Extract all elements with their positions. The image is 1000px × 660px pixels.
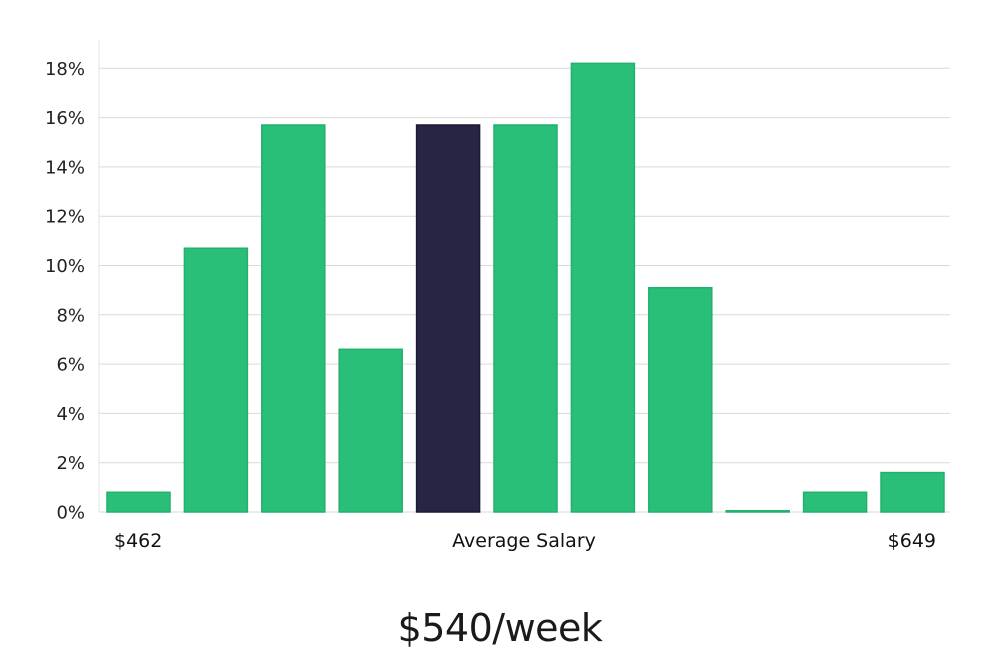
y-tick-label: 16% bbox=[45, 108, 85, 129]
bar bbox=[802, 491, 868, 513]
bar bbox=[338, 348, 403, 513]
y-tick-label: 18% bbox=[45, 59, 85, 80]
bar bbox=[648, 286, 713, 513]
y-tick-label: 8% bbox=[56, 305, 85, 326]
y-tick-label: 14% bbox=[45, 157, 85, 178]
bar bbox=[880, 471, 945, 513]
bar bbox=[106, 491, 171, 513]
y-tick-label: 10% bbox=[45, 256, 85, 277]
y-tick-label: 4% bbox=[56, 404, 85, 425]
y-tick-label: 0% bbox=[56, 503, 85, 524]
x-label-average: Average Salary bbox=[452, 530, 596, 552]
bar bbox=[183, 247, 249, 513]
y-axis-ticks: 0% 2% 4% 6% 8% 10% 12% 14% 16% 18% bbox=[45, 59, 85, 524]
bar bbox=[570, 62, 636, 513]
x-label-max: $649 bbox=[888, 530, 936, 552]
x-label-min: $462 bbox=[114, 530, 162, 552]
salary-histogram: 0% 2% 4% 6% 8% 10% 12% 14% 16% 18% $462 Average S… bbox=[45, 40, 950, 552]
bar bbox=[261, 124, 326, 513]
y-tick-label: 6% bbox=[56, 355, 85, 376]
bar bbox=[493, 124, 558, 513]
average-salary-headline: $540/week bbox=[397, 606, 603, 650]
bar-average-salary bbox=[415, 124, 481, 513]
y-tick-label: 2% bbox=[56, 453, 85, 474]
bar bbox=[725, 510, 790, 513]
bars bbox=[106, 62, 945, 513]
y-tick-label: 12% bbox=[45, 207, 85, 228]
